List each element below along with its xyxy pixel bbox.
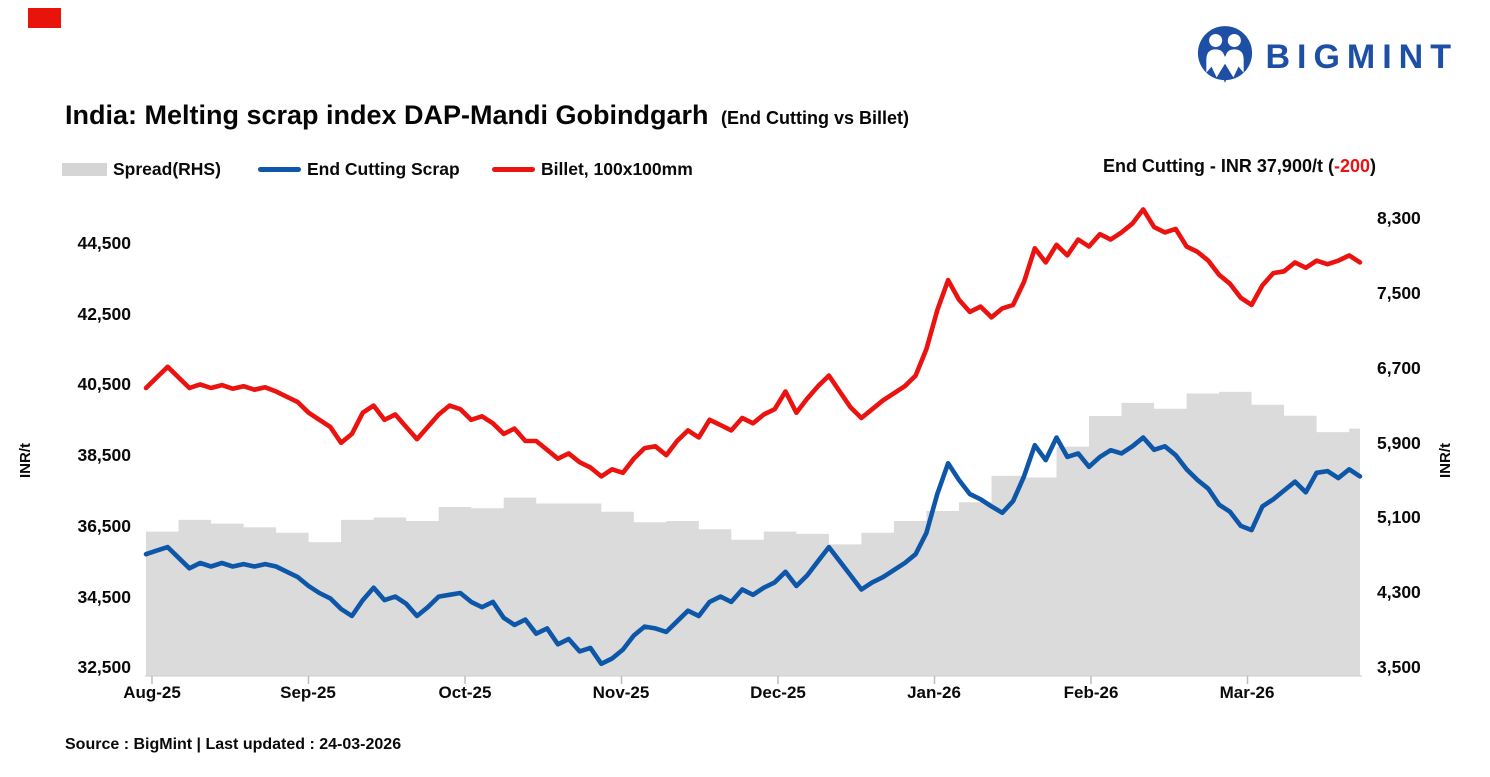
right-axis-title: INR/t	[1437, 443, 1454, 478]
x-axis-label: Aug-25	[123, 683, 181, 702]
left-axis-tick: 44,500	[77, 233, 131, 253]
left-axis-title: INR/t	[17, 443, 34, 478]
x-axis-label: Mar-26	[1219, 683, 1275, 702]
left-axis-tick: 38,500	[77, 445, 131, 465]
legend-item-billet: Billet, 100x100mm	[492, 156, 693, 182]
legend-label-end-cutting: End Cutting Scrap	[307, 158, 460, 179]
right-axis-tick: 7,500	[1377, 283, 1421, 303]
x-axis-label: Oct-25	[438, 683, 492, 702]
legend-item-spread: Spread(RHS)	[62, 156, 221, 182]
legend-item-end-cutting: End Cutting Scrap	[258, 156, 460, 182]
paren-open: (	[1327, 156, 1334, 176]
right-axis-tick: 5,100	[1377, 507, 1421, 527]
right-axis-tick: 5,900	[1377, 433, 1421, 453]
end-cutting-line-swatch	[258, 166, 301, 172]
paren-close: )	[1370, 156, 1376, 176]
bigmint-logo-icon	[1197, 26, 1253, 89]
left-axis-tick: 36,500	[77, 516, 131, 536]
x-axis-label: Dec-25	[750, 683, 806, 702]
x-axis-label: Jan-26	[907, 683, 961, 702]
left-axis-tick: 40,500	[77, 374, 131, 394]
chart-subtitle: (End Cutting vs Billet)	[720, 108, 909, 128]
legend-row: Spread(RHS) End Cutting Scrap Billet, 10…	[62, 156, 1434, 182]
bigmint-logo: BIGMINT	[1197, 26, 1458, 89]
billet-line-swatch	[492, 166, 535, 172]
legend-label-spread: Spread(RHS)	[113, 158, 221, 179]
x-axis-label: Sep-25	[280, 683, 336, 702]
left-axis-tick: 42,500	[77, 304, 131, 324]
latest-value-text: End Cutting - INR 37,900/t	[1102, 156, 1328, 176]
source-note: Source : BigMint | Last updated : 24-03-…	[65, 736, 402, 753]
right-axis-tick: 3,500	[1377, 657, 1421, 677]
latest-value-annotation: End Cutting - INR 37,900/t (-200)	[1103, 156, 1376, 177]
x-axis-label: Nov-25	[592, 683, 650, 702]
bigmint-logo-text: BIGMINT	[1265, 38, 1458, 76]
x-axis-label: Feb-26	[1063, 683, 1119, 702]
latest-change-value: -200	[1333, 156, 1370, 176]
right-axis-tick: 8,300	[1377, 208, 1421, 228]
red-corner-mark	[28, 8, 61, 28]
page-title: India: Melting scrap index DAP-Mandi Gob…	[65, 100, 909, 131]
left-axis-tick: 34,500	[77, 587, 131, 607]
chart-title: India: Melting scrap index DAP-Mandi Gob…	[65, 100, 709, 130]
spread-area-swatch	[62, 162, 107, 176]
legend-label-billet: Billet, 100x100mm	[541, 158, 693, 179]
right-axis-tick: 6,700	[1377, 358, 1421, 378]
left-axis-tick: 32,500	[77, 657, 131, 677]
right-axis-tick: 4,300	[1377, 582, 1421, 602]
